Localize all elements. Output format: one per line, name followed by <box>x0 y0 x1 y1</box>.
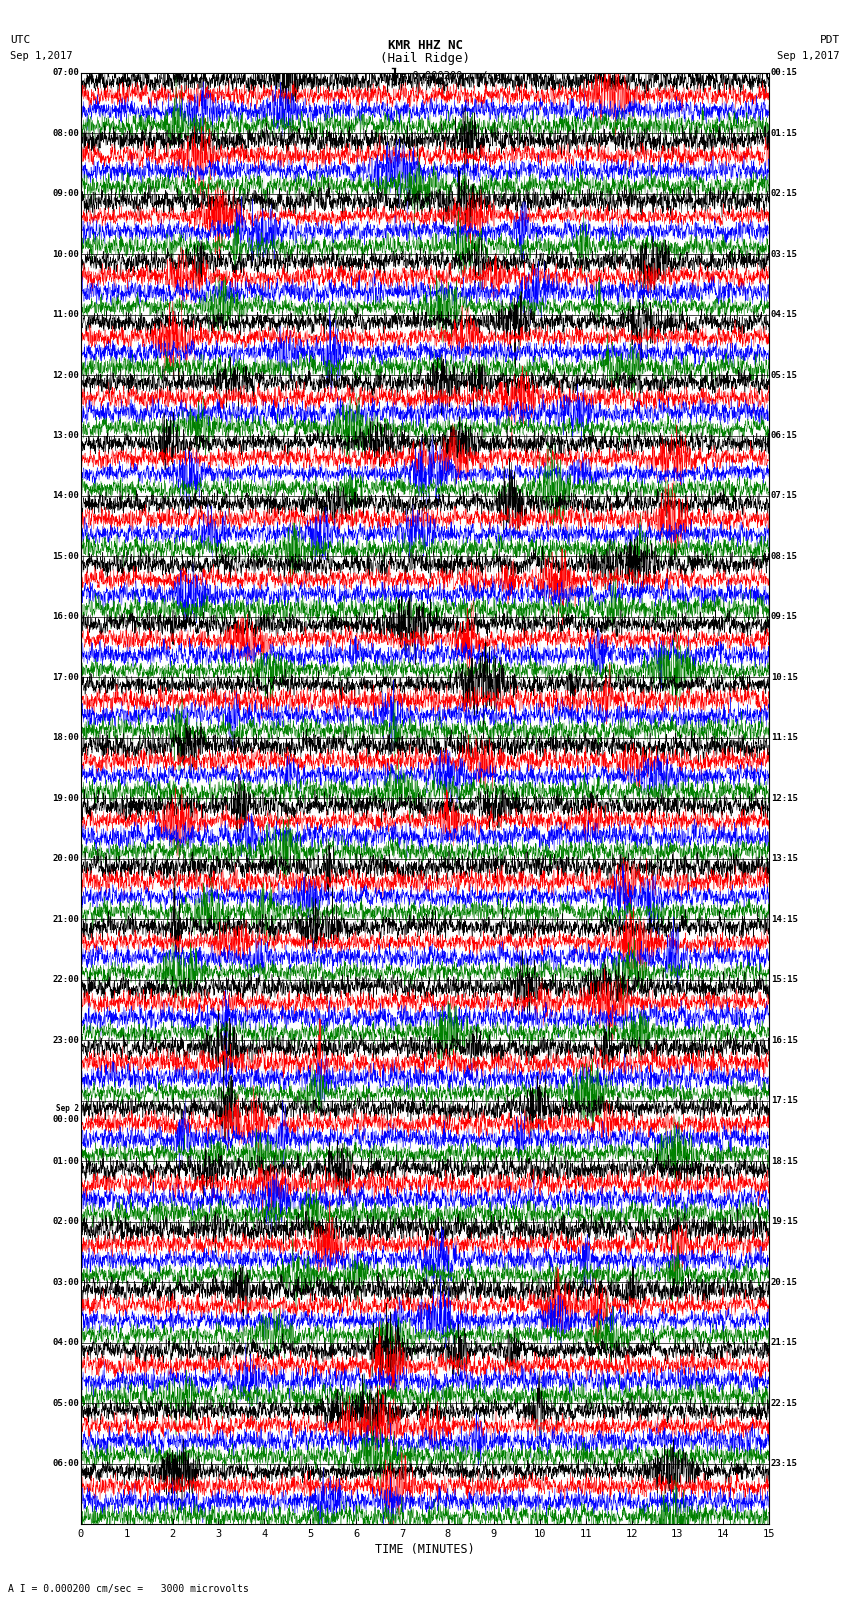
Text: 03:00: 03:00 <box>53 1277 79 1287</box>
Text: = 0.000200 cm/sec: = 0.000200 cm/sec <box>400 71 506 81</box>
Text: 10:00: 10:00 <box>53 250 79 258</box>
Text: 14:15: 14:15 <box>771 915 797 924</box>
Text: 15:00: 15:00 <box>53 552 79 561</box>
Text: 15:15: 15:15 <box>771 976 797 984</box>
Text: 07:00: 07:00 <box>53 68 79 77</box>
Text: 03:15: 03:15 <box>771 250 797 258</box>
Text: 12:15: 12:15 <box>771 794 797 803</box>
Text: 02:00: 02:00 <box>53 1218 79 1226</box>
Text: 19:00: 19:00 <box>53 794 79 803</box>
Text: 21:00: 21:00 <box>53 915 79 924</box>
Text: 00:15: 00:15 <box>771 68 797 77</box>
Text: 18:15: 18:15 <box>771 1157 797 1166</box>
Text: 22:00: 22:00 <box>53 976 79 984</box>
Text: 20:00: 20:00 <box>53 855 79 863</box>
Text: 01:15: 01:15 <box>771 129 797 137</box>
Text: KMR HHZ NC: KMR HHZ NC <box>388 39 462 52</box>
Text: 05:00: 05:00 <box>53 1398 79 1408</box>
Text: 23:15: 23:15 <box>771 1460 797 1468</box>
Text: 09:00: 09:00 <box>53 189 79 198</box>
Text: 04:15: 04:15 <box>771 310 797 319</box>
Text: 05:15: 05:15 <box>771 371 797 379</box>
Text: 12:00: 12:00 <box>53 371 79 379</box>
Text: 09:15: 09:15 <box>771 613 797 621</box>
Text: 22:15: 22:15 <box>771 1398 797 1408</box>
Text: 08:15: 08:15 <box>771 552 797 561</box>
Text: 11:00: 11:00 <box>53 310 79 319</box>
Text: 13:15: 13:15 <box>771 855 797 863</box>
Text: 04:00: 04:00 <box>53 1339 79 1347</box>
Text: 16:15: 16:15 <box>771 1036 797 1045</box>
Text: 17:00: 17:00 <box>53 673 79 682</box>
Text: 13:00: 13:00 <box>53 431 79 440</box>
X-axis label: TIME (MINUTES): TIME (MINUTES) <box>375 1544 475 1557</box>
Text: Sep 2: Sep 2 <box>56 1103 79 1113</box>
Text: A I = 0.000200 cm/sec =   3000 microvolts: A I = 0.000200 cm/sec = 3000 microvolts <box>8 1584 249 1594</box>
Text: Sep 1,2017: Sep 1,2017 <box>10 52 73 61</box>
Text: 06:15: 06:15 <box>771 431 797 440</box>
Text: 14:00: 14:00 <box>53 492 79 500</box>
Text: 20:15: 20:15 <box>771 1277 797 1287</box>
Text: (Hail Ridge): (Hail Ridge) <box>380 52 470 65</box>
Text: 07:15: 07:15 <box>771 492 797 500</box>
Text: 00:00: 00:00 <box>53 1115 79 1124</box>
Text: 16:00: 16:00 <box>53 613 79 621</box>
Text: 11:15: 11:15 <box>771 734 797 742</box>
Text: PDT: PDT <box>819 35 840 45</box>
Text: 02:15: 02:15 <box>771 189 797 198</box>
Text: 17:15: 17:15 <box>771 1097 797 1105</box>
Text: 21:15: 21:15 <box>771 1339 797 1347</box>
Text: 18:00: 18:00 <box>53 734 79 742</box>
Text: 23:00: 23:00 <box>53 1036 79 1045</box>
Text: 08:00: 08:00 <box>53 129 79 137</box>
Text: UTC: UTC <box>10 35 31 45</box>
Text: 10:15: 10:15 <box>771 673 797 682</box>
Text: 19:15: 19:15 <box>771 1218 797 1226</box>
Text: Sep 1,2017: Sep 1,2017 <box>777 52 840 61</box>
Text: 01:00: 01:00 <box>53 1157 79 1166</box>
Text: 06:00: 06:00 <box>53 1460 79 1468</box>
